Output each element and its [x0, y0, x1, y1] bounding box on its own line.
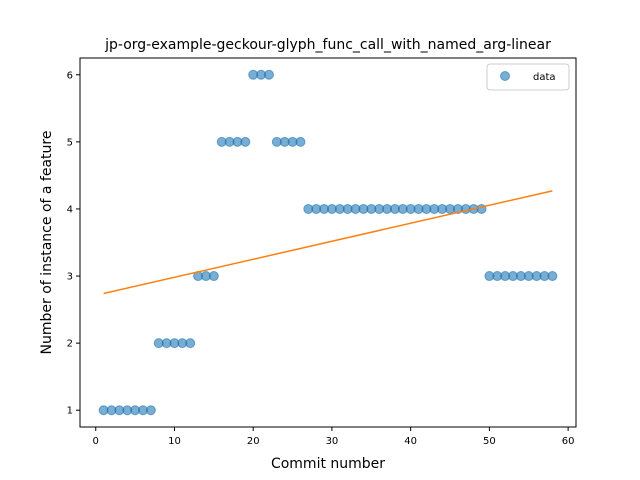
- x-axis: 0 10 20 30 40 50 60: [93, 427, 575, 447]
- data-point: [547, 271, 558, 282]
- data-point: [145, 405, 156, 416]
- legend-label: data: [533, 72, 556, 83]
- y-axis-title: Number of instance of a feature: [39, 131, 55, 355]
- legend: data: [486, 63, 570, 91]
- y-axis: 1 2 3 4 5 6: [67, 70, 80, 417]
- legend-box: [486, 63, 570, 91]
- axes-frame: [79, 57, 577, 428]
- x-axis-title: Commit number: [271, 456, 385, 472]
- x-tick-label: 20: [247, 436, 260, 447]
- y-tick-label: 5: [67, 137, 73, 148]
- y-tick-label: 3: [67, 272, 73, 283]
- x-tick-label: 10: [168, 436, 181, 447]
- y-tick-label: 4: [67, 204, 73, 215]
- x-tick-label: 50: [483, 436, 496, 447]
- plot-area: [98, 69, 558, 416]
- data-point: [263, 69, 274, 80]
- x-tick-label: 30: [326, 436, 339, 447]
- x-tick-label: 40: [404, 436, 417, 447]
- trend-line: [103, 190, 553, 295]
- data-point: [240, 136, 251, 147]
- data-point: [185, 338, 196, 349]
- y-tick-label: 1: [67, 406, 73, 417]
- data-point: [295, 136, 306, 147]
- data-point: [208, 271, 219, 282]
- chart-title: jp-org-example-geckour-glyph_func_call_w…: [104, 37, 551, 53]
- x-tick-label: 60: [562, 436, 575, 447]
- y-tick-label: 6: [67, 70, 73, 81]
- y-tick-label: 2: [67, 339, 73, 350]
- legend-marker: [500, 71, 510, 81]
- x-tick-label: 0: [93, 436, 99, 447]
